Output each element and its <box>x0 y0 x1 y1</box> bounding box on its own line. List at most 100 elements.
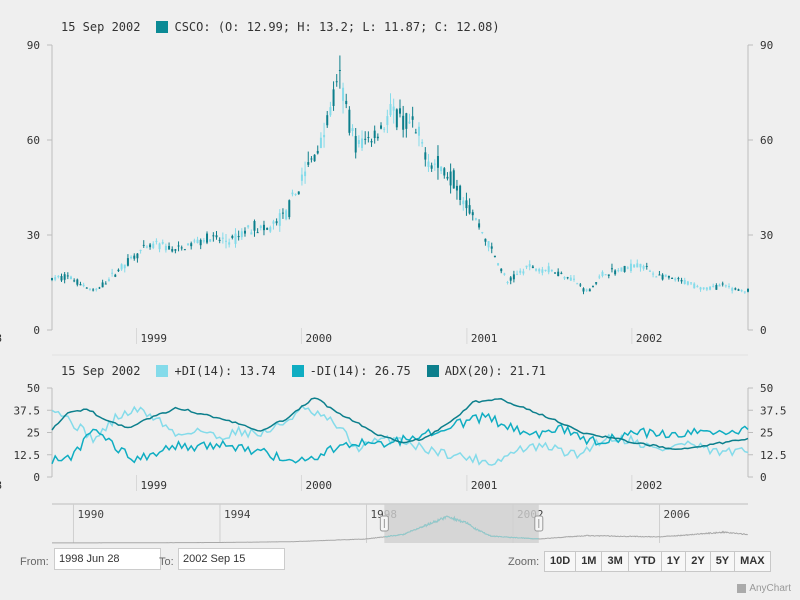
zoom-max-button[interactable]: MAX <box>734 551 771 572</box>
candle <box>155 240 158 242</box>
zoom-ytd-button[interactable]: YTD <box>627 551 661 572</box>
dmi-right-tick-label: 37.5 <box>760 404 787 417</box>
zoom-10d-button[interactable]: 10D <box>544 551 576 572</box>
zoom-5y-button[interactable]: 5Y <box>709 551 735 572</box>
candle <box>699 287 702 290</box>
plus-di-line <box>51 404 749 466</box>
candle <box>288 200 291 218</box>
anychart-logo-icon <box>737 584 747 593</box>
candle <box>690 282 693 284</box>
candle <box>196 239 199 244</box>
candle <box>538 269 541 272</box>
candle <box>512 274 515 280</box>
dmi-left-tick-label: 25 <box>27 427 40 440</box>
dmi-plot: 0 0 12.5 12.5 25 25 37.5 37.5 50 50 1998 1999 2000 20… <box>0 382 787 492</box>
candle <box>560 272 563 274</box>
candle <box>610 268 613 270</box>
scroller-right-handle[interactable] <box>534 515 544 532</box>
range-scroller[interactable]: 19901994199820022006 <box>52 503 749 544</box>
candle <box>329 107 332 116</box>
price-left-tick-label: 0 <box>33 324 40 337</box>
candle <box>516 273 519 275</box>
candle <box>607 274 610 276</box>
candle <box>734 288 737 290</box>
adx-line <box>51 397 749 451</box>
candle <box>576 283 579 285</box>
candle <box>677 278 680 280</box>
candle <box>281 212 284 214</box>
zoom-3m-button[interactable]: 3M <box>601 551 628 572</box>
credits[interactable]: AnyChart <box>737 583 791 594</box>
candle <box>522 271 525 274</box>
minus-di-swatch <box>291 365 304 377</box>
candle <box>731 288 734 291</box>
candle <box>225 240 227 242</box>
candle <box>202 240 205 242</box>
candle <box>648 270 651 272</box>
candle <box>386 116 389 126</box>
candle <box>629 263 632 272</box>
candle <box>206 233 209 243</box>
candle <box>389 104 392 116</box>
candle <box>275 221 278 224</box>
candle <box>326 115 329 126</box>
candle <box>285 210 288 220</box>
candle <box>683 280 686 285</box>
candle <box>728 286 731 288</box>
from-date-input[interactable]: 1998 Jun 28 <box>54 548 161 570</box>
zoom-button-group: 10D 1M 3M YTD 1Y 2Y 5Y MAX <box>544 551 771 572</box>
candle <box>63 274 66 280</box>
price-x-tick-label: 1999 <box>141 332 168 345</box>
candle <box>715 285 718 290</box>
zoom-1y-button[interactable]: 1Y <box>660 551 686 572</box>
dmi-left-tick-label: 12.5 <box>14 449 41 462</box>
candle <box>620 267 623 272</box>
to-date-input[interactable]: 2002 Sep 15 <box>178 548 285 570</box>
candle <box>667 275 670 278</box>
candle <box>370 141 373 143</box>
candle <box>474 218 477 220</box>
candle <box>471 212 474 216</box>
candle <box>493 255 496 258</box>
candle <box>373 130 376 138</box>
candle <box>525 265 528 268</box>
candle <box>212 235 215 237</box>
candle <box>712 285 715 287</box>
candle <box>440 166 443 172</box>
dmi-x-tick-label: 1998 <box>0 479 2 492</box>
candle <box>484 238 487 242</box>
candle <box>718 284 721 287</box>
candle <box>411 116 414 120</box>
candle <box>721 283 724 285</box>
candle <box>633 264 636 268</box>
candle <box>614 270 617 275</box>
candle <box>332 89 335 106</box>
dmi-left-tick-label: 50 <box>27 382 40 395</box>
candle <box>183 249 186 251</box>
candle <box>693 283 696 289</box>
candle <box>395 109 398 128</box>
candle <box>133 255 136 259</box>
candle <box>455 185 458 191</box>
zoom-2y-button[interactable]: 2Y <box>685 551 710 572</box>
candle <box>459 185 462 200</box>
candle <box>747 288 749 292</box>
candle <box>604 274 607 276</box>
candle <box>357 140 360 144</box>
candle <box>73 280 76 282</box>
candle <box>101 282 104 288</box>
scroller-selected-line <box>384 515 539 540</box>
candle <box>566 277 569 279</box>
zoom-1m-button[interactable]: 1M <box>575 551 602 572</box>
scroller-left-handle[interactable] <box>379 515 389 532</box>
candle <box>85 287 88 289</box>
candle <box>57 275 60 278</box>
candle <box>430 165 433 169</box>
candle <box>569 277 572 281</box>
candle <box>674 278 677 281</box>
candle <box>164 245 167 251</box>
price-left-tick-label: 90 <box>27 39 40 52</box>
candle <box>300 174 303 181</box>
candle <box>247 225 250 228</box>
